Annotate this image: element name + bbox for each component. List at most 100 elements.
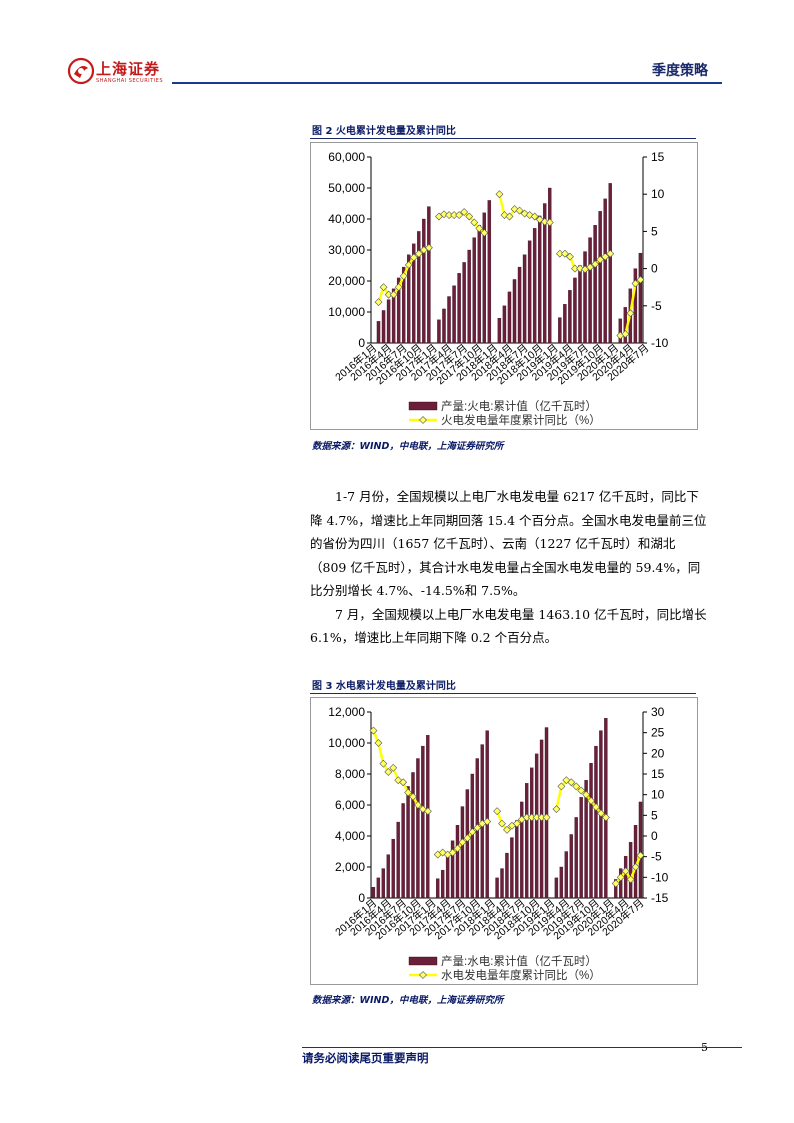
bar (407, 254, 411, 344)
bar (558, 317, 562, 344)
left-tick-label: 2,000 (335, 860, 365, 874)
yoy-point (389, 763, 398, 772)
left-tick-label: 0 (358, 336, 365, 350)
yoy-point (616, 873, 625, 882)
figure2-title: 图 2 火电累计发电量及累计同比 (312, 126, 456, 137)
yoy-point (545, 218, 554, 227)
bar (500, 868, 504, 899)
yoy-point (582, 790, 591, 799)
yoy-point (493, 807, 502, 816)
yoy-point (621, 867, 630, 876)
yoy-point (470, 218, 479, 227)
legend-line-label: 火电发电量年度累计同比（%） (441, 413, 601, 427)
bar (426, 735, 430, 899)
yoy-point (409, 792, 417, 801)
bar (623, 855, 628, 899)
right-tick-label: 10 (651, 788, 665, 802)
bar (452, 285, 456, 344)
bar (381, 868, 385, 899)
bar (391, 838, 395, 899)
left-tick-label: 60,000 (328, 150, 365, 164)
right-tick-label: 25 (651, 726, 665, 740)
left-tick-label: 10,000 (328, 736, 365, 750)
yoy-point (498, 819, 506, 828)
bar (376, 877, 381, 899)
yoy-point (483, 817, 492, 826)
yoy-point (453, 844, 462, 853)
figure3-chart-svg: 0 2,000 4,000 6,000 8,000 10,000 12,000 -15 -10 -… (328, 705, 669, 982)
paragraph-2: 7 月，全国规模以上电厂水电发电量 1463.10 亿千瓦时，同比增长 6.1%… (310, 606, 707, 646)
bar (564, 851, 568, 899)
left-tick-label: 12,000 (328, 705, 365, 719)
yoy-point (626, 309, 635, 318)
yoy-point (515, 206, 524, 215)
bar (436, 878, 440, 899)
bar (386, 854, 390, 899)
bar (495, 877, 499, 899)
footer-divider (302, 1047, 742, 1048)
yoy-point (414, 249, 423, 258)
yoy-point (601, 813, 610, 822)
bar (450, 840, 455, 899)
bar (396, 821, 400, 899)
figure3-title-rule (310, 693, 696, 694)
yoy-point (384, 768, 393, 776)
yoy-point (473, 823, 482, 832)
bar (455, 825, 460, 899)
bar (515, 820, 519, 899)
yoy-point (423, 807, 432, 816)
yoy-point (512, 819, 521, 828)
bar (437, 319, 441, 344)
yoy-point (621, 330, 630, 338)
yoy-point (399, 272, 408, 280)
bar (485, 730, 489, 899)
bar (386, 299, 391, 344)
yoy-point (631, 279, 640, 288)
figure2-chart: 0 10,000 20,000 30,000 40,000 50,000 60,000 -10… (310, 142, 698, 430)
bar (467, 249, 471, 344)
yoy-point (480, 228, 489, 237)
yoy-point (465, 212, 474, 221)
legend-bar-label: 产量:火电:累计值（亿千瓦时） (441, 399, 597, 413)
bar (371, 886, 376, 899)
bar (457, 273, 461, 344)
yoy-point (374, 298, 383, 307)
bar (427, 206, 431, 344)
yoy-point (404, 788, 413, 797)
yoy-point (552, 805, 561, 814)
left-tick-label: 50,000 (328, 181, 365, 195)
bar (583, 251, 587, 344)
right-tick-label: -15 (651, 891, 669, 905)
bar (411, 772, 415, 899)
bar (589, 763, 593, 899)
left-tick-label: 4,000 (335, 829, 365, 843)
yoy-point (587, 796, 595, 805)
bar (638, 801, 643, 899)
logo-subtext: SHANGHAI SECURITIES (96, 78, 164, 84)
yoy-point (460, 208, 469, 216)
bar (618, 318, 622, 344)
bar (532, 228, 537, 344)
yoy-point (404, 260, 413, 269)
bar (502, 305, 507, 344)
logo-emblem-icon (67, 57, 95, 85)
yoy-point (601, 252, 610, 261)
bar (593, 225, 597, 344)
bar (510, 837, 514, 899)
bar (544, 727, 549, 899)
bar (507, 291, 512, 344)
yoy-point (586, 263, 595, 272)
right-tick-label: 10 (651, 187, 665, 201)
yoy-point (636, 851, 645, 860)
yoy-point (566, 252, 574, 261)
yoy-point (576, 264, 584, 273)
yoy-point (495, 190, 504, 199)
yoy-point (611, 879, 620, 888)
section-title: 季度策略 (652, 63, 708, 79)
figure3-chart: 0 2,000 4,000 6,000 8,000 10,000 12,000 -15 -10 -… (310, 697, 698, 985)
bar (517, 266, 522, 344)
right-tick-label: -10 (651, 336, 669, 350)
yoy-point (379, 759, 388, 768)
bar (522, 254, 527, 344)
bar (477, 225, 481, 344)
